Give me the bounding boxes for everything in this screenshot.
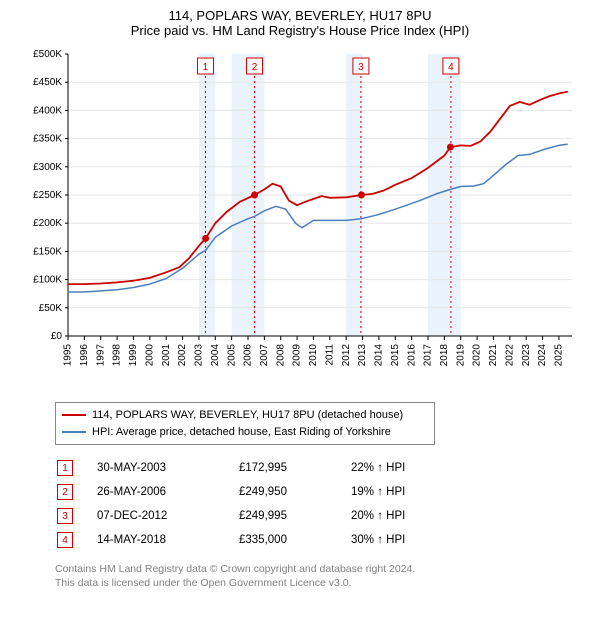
table-row: 2 26-MAY-2006£249,95019% ↑ HPI bbox=[57, 481, 441, 503]
sale-date: 14-MAY-2018 bbox=[97, 529, 237, 551]
svg-text:2003: 2003 bbox=[194, 344, 205, 367]
svg-text:£150K: £150K bbox=[33, 246, 62, 257]
svg-text:2019: 2019 bbox=[455, 344, 466, 367]
svg-text:2023: 2023 bbox=[521, 344, 532, 367]
svg-text:1: 1 bbox=[203, 62, 209, 73]
svg-text:2025: 2025 bbox=[554, 344, 565, 367]
chart-canvas: £0 £50K £100K £150K £200K £250K £300K £350K £400… bbox=[20, 46, 580, 396]
svg-text:2008: 2008 bbox=[275, 344, 286, 367]
sale-date: 30-MAY-2003 bbox=[97, 457, 237, 479]
legend-item: 114, POPLARS WAY, BEVERLEY, HU17 8PU (de… bbox=[62, 407, 428, 424]
svg-text:1995: 1995 bbox=[63, 344, 74, 367]
legend-swatch bbox=[62, 431, 86, 433]
svg-text:2002: 2002 bbox=[177, 344, 188, 367]
footer-line-2: This data is licensed under the Open Gov… bbox=[55, 577, 590, 591]
svg-text:2011: 2011 bbox=[324, 344, 335, 366]
svg-text:£400K: £400K bbox=[33, 105, 62, 116]
svg-text:£100K: £100K bbox=[33, 275, 62, 286]
svg-text:£50K: £50K bbox=[39, 303, 63, 314]
sales-table: 1 30-MAY-2003£172,99522% ↑ HPI 2 26-MAY-200… bbox=[55, 455, 443, 553]
sale-marker: 3 bbox=[57, 508, 73, 524]
svg-text:2009: 2009 bbox=[292, 344, 303, 367]
sale-marker: 1 bbox=[57, 460, 73, 476]
page-title: 114, POPLARS WAY, BEVERLEY, HU17 8PU bbox=[10, 8, 590, 23]
footer-line-1: Contains HM Land Registry data © Crown c… bbox=[55, 563, 590, 577]
svg-text:2015: 2015 bbox=[390, 344, 401, 367]
sale-diff: 22% ↑ HPI bbox=[351, 457, 441, 479]
svg-text:2014: 2014 bbox=[374, 344, 385, 367]
svg-text:£500K: £500K bbox=[33, 49, 62, 60]
svg-text:1999: 1999 bbox=[128, 344, 139, 367]
table-row: 4 14-MAY-2018£335,00030% ↑ HPI bbox=[57, 529, 441, 551]
sale-diff: 30% ↑ HPI bbox=[351, 529, 441, 551]
table-row: 1 30-MAY-2003£172,99522% ↑ HPI bbox=[57, 457, 441, 479]
svg-text:2012: 2012 bbox=[341, 344, 352, 367]
svg-text:£0: £0 bbox=[51, 331, 63, 342]
svg-text:2016: 2016 bbox=[406, 344, 417, 367]
sale-diff: 20% ↑ HPI bbox=[351, 505, 441, 527]
sale-marker: 4 bbox=[57, 532, 73, 548]
svg-text:1998: 1998 bbox=[112, 344, 123, 367]
page-subtitle: Price paid vs. HM Land Registry's House … bbox=[10, 23, 590, 38]
svg-text:2022: 2022 bbox=[504, 344, 515, 367]
svg-text:£200K: £200K bbox=[33, 218, 62, 229]
svg-text:3: 3 bbox=[358, 62, 364, 73]
svg-text:£350K: £350K bbox=[33, 134, 62, 145]
svg-text:2020: 2020 bbox=[472, 344, 483, 367]
svg-text:2004: 2004 bbox=[210, 344, 221, 367]
svg-text:£300K: £300K bbox=[33, 162, 62, 173]
svg-text:2000: 2000 bbox=[144, 344, 155, 367]
svg-text:2007: 2007 bbox=[259, 344, 270, 367]
sale-price: £249,950 bbox=[239, 481, 349, 503]
svg-text:£450K: £450K bbox=[33, 77, 62, 88]
legend: 114, POPLARS WAY, BEVERLEY, HU17 8PU (de… bbox=[55, 402, 435, 445]
svg-text:1997: 1997 bbox=[95, 344, 106, 367]
sale-price: £249,995 bbox=[239, 505, 349, 527]
footer-note: Contains HM Land Registry data © Crown c… bbox=[55, 563, 590, 590]
table-row: 3 07-DEC-2012£249,99520% ↑ HPI bbox=[57, 505, 441, 527]
price-chart: £0 £50K £100K £150K £200K £250K £300K £350K £400… bbox=[20, 46, 580, 396]
svg-text:2: 2 bbox=[252, 62, 258, 73]
legend-label: 114, POPLARS WAY, BEVERLEY, HU17 8PU (de… bbox=[92, 407, 403, 424]
svg-text:4: 4 bbox=[448, 62, 454, 73]
svg-text:2024: 2024 bbox=[537, 344, 548, 367]
sale-price: £335,000 bbox=[239, 529, 349, 551]
svg-text:2010: 2010 bbox=[308, 344, 319, 367]
svg-text:2013: 2013 bbox=[357, 344, 368, 367]
svg-text:2018: 2018 bbox=[439, 344, 450, 367]
legend-item: HPI: Average price, detached house, East… bbox=[62, 424, 428, 441]
svg-text:2021: 2021 bbox=[488, 344, 499, 367]
svg-text:2001: 2001 bbox=[161, 344, 172, 367]
svg-text:1996: 1996 bbox=[79, 344, 90, 367]
sale-diff: 19% ↑ HPI bbox=[351, 481, 441, 503]
svg-text:2006: 2006 bbox=[243, 344, 254, 367]
sale-marker: 2 bbox=[57, 484, 73, 500]
sale-date: 26-MAY-2006 bbox=[97, 481, 237, 503]
sale-price: £172,995 bbox=[239, 457, 349, 479]
svg-text:2017: 2017 bbox=[423, 344, 434, 367]
legend-swatch bbox=[62, 414, 86, 416]
svg-text:2005: 2005 bbox=[226, 344, 237, 367]
svg-text:£250K: £250K bbox=[33, 190, 62, 201]
sale-date: 07-DEC-2012 bbox=[97, 505, 237, 527]
legend-label: HPI: Average price, detached house, East… bbox=[92, 424, 391, 441]
